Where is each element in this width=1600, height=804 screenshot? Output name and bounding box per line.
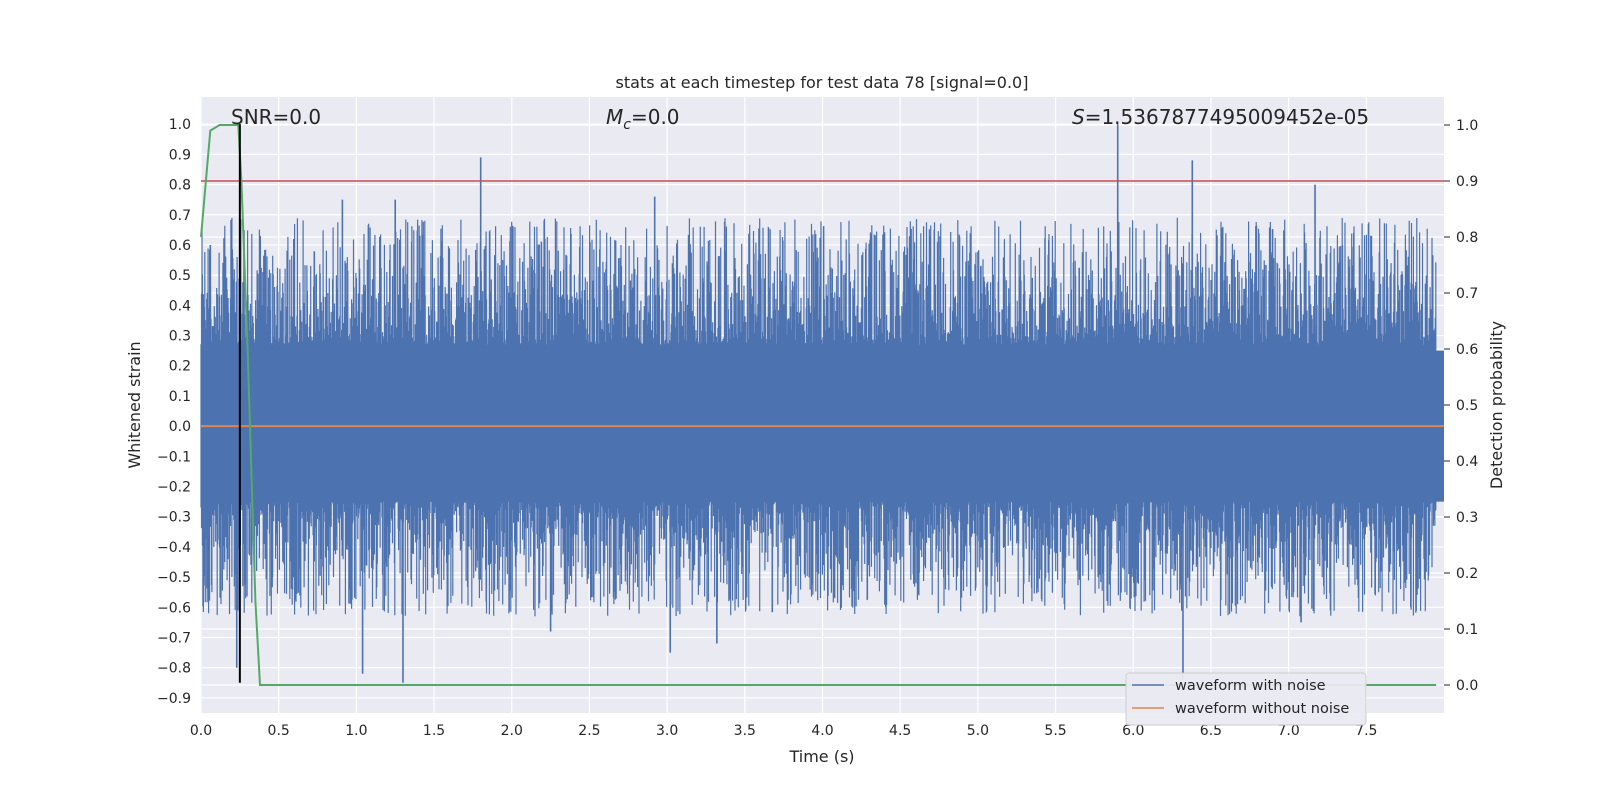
x-tick-label: 1.5 — [423, 723, 445, 739]
x-tick-label: 7.5 — [1355, 723, 1377, 739]
y-tick-label: −0.3 — [157, 510, 191, 526]
s-annotation: S=1.5367877495009452e-05 — [1072, 105, 1369, 129]
x-tick-label: 6.5 — [1200, 723, 1222, 739]
x-tick-label: 0.0 — [190, 723, 212, 739]
y2-tick-label: 0.2 — [1456, 566, 1478, 582]
x-tick-label: 1.0 — [345, 723, 367, 739]
ticks: 0.0 0.5 1.0 1.5 2.0 2.5 3.0 3.5 4.0 4.5 5.0 5.5 6.0 6… — [157, 117, 1478, 739]
legend-label-clean: waveform without noise — [1175, 701, 1349, 717]
y-tick-label: 0.4 — [169, 298, 191, 314]
y-tick-label: −0.4 — [157, 540, 191, 556]
y-tick-label: 0.6 — [169, 238, 191, 254]
y2-axis-label: Detection probability — [1487, 321, 1506, 489]
y2-tick-label: 0.9 — [1456, 174, 1478, 190]
s-symbol: S — [1072, 105, 1085, 129]
x-tick-label: 5.5 — [1044, 723, 1066, 739]
x-tick-label: 2.5 — [578, 723, 600, 739]
y2-tick-label: 1.0 — [1456, 118, 1478, 134]
legend: waveform with noise waveform without noi… — [1125, 672, 1367, 726]
y-tick-label: 0.3 — [169, 329, 191, 345]
y-tick-label: 1.0 — [169, 117, 191, 133]
y-tick-label: −0.2 — [157, 480, 191, 496]
y2-tick-label: 0.4 — [1456, 454, 1478, 470]
x-axis-label: Time (s) — [788, 747, 854, 766]
legend-label-noise: waveform with noise — [1175, 678, 1326, 694]
y2-tick-label: 0.8 — [1456, 230, 1478, 246]
y-tick-label: −0.8 — [157, 661, 191, 677]
mc-subscript: c — [623, 117, 631, 133]
y-tick-label: 0.5 — [169, 268, 191, 284]
mc-value: =0.0 — [631, 105, 680, 129]
lines — [200, 124, 1444, 686]
x-tick-label: 0.5 — [268, 723, 290, 739]
y-tick-label: −0.9 — [157, 691, 191, 707]
y-tick-label: −0.5 — [157, 570, 191, 586]
y2-tick-label: 0.1 — [1456, 622, 1478, 638]
y-tick-label: 0.2 — [169, 359, 191, 375]
y2-tick-label: 0.0 — [1456, 678, 1478, 694]
y2-tick-label: 0.6 — [1456, 342, 1478, 358]
y-tick-label: 0.0 — [169, 419, 191, 435]
y-axis-label: Whitened strain — [125, 341, 144, 468]
y-tick-label: −0.6 — [157, 600, 191, 616]
mc-symbol: M — [606, 105, 623, 129]
chart-title: stats at each timestep for test data 78 … — [616, 73, 1029, 92]
y-tick-label: 0.1 — [169, 389, 191, 405]
legend-box — [1125, 672, 1367, 726]
y2-tick-label: 0.5 — [1456, 398, 1478, 414]
y2-tick-label: 0.7 — [1456, 286, 1478, 302]
s-value: =1.5367877495009452e-05 — [1085, 105, 1369, 129]
y-tick-label: 0.9 — [169, 147, 191, 163]
x-tick-label: 5.0 — [967, 723, 989, 739]
y-tick-label: −0.1 — [157, 449, 191, 465]
x-tick-label: 6.0 — [1122, 723, 1144, 739]
chirp-mass-annotation: Mc=0.0 — [606, 105, 680, 133]
x-tick-label: 4.5 — [889, 723, 911, 739]
y2-tick-label: 0.3 — [1456, 510, 1478, 526]
y-tick-label: 0.7 — [169, 208, 191, 224]
y-tick-label: 0.8 — [169, 178, 191, 194]
y-tick-label: −0.7 — [157, 631, 191, 647]
x-tick-label: 7.0 — [1277, 723, 1299, 739]
snr-annotation: SNR=0.0 — [231, 105, 321, 129]
x-tick-label: 3.5 — [734, 723, 756, 739]
x-tick-label: 2.0 — [501, 723, 523, 739]
x-tick-label: 4.0 — [811, 723, 833, 739]
x-tick-label: 3.0 — [656, 723, 678, 739]
